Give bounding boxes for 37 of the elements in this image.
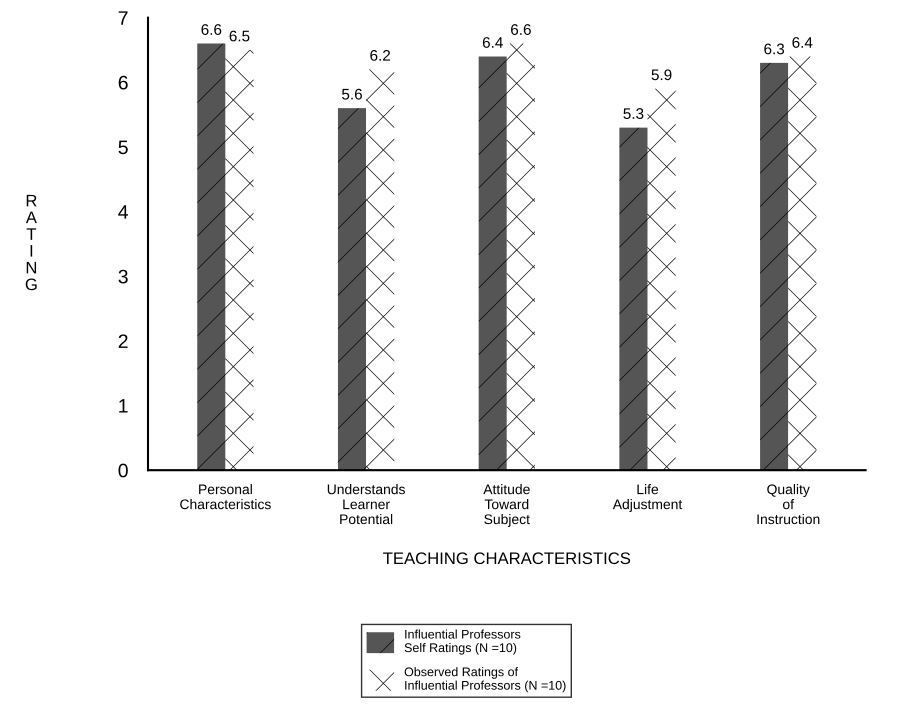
data-label: 6.6: [201, 24, 222, 35]
y-tick-label: 3: [118, 270, 128, 284]
bar: [506, 44, 535, 470]
y-tick-label: 4: [118, 205, 128, 219]
bar: [366, 69, 394, 470]
y-axis-title: RATING: [26, 194, 37, 290]
data-label: 6.6: [511, 24, 531, 35]
data-label: 6.2: [370, 50, 390, 61]
data-label: 5.6: [342, 88, 362, 100]
legend-label: Influential Professors Self Ratings (N =10): [404, 629, 520, 655]
y-tick-label: 0: [118, 464, 128, 478]
bar: [225, 50, 254, 470]
x-tick-label: Life Adjustment: [612, 484, 682, 512]
bar: [788, 56, 816, 470]
bar: [338, 108, 366, 470]
data-label: 5.9: [652, 69, 672, 80]
data-label: 6.4: [792, 37, 812, 48]
y-tick-label: 5: [118, 140, 128, 154]
x-tick-label: Personal Characteristics: [180, 484, 271, 510]
data-label: 5.3: [623, 108, 644, 119]
data-label: 6.5: [230, 30, 250, 42]
data-label: 6.4: [482, 37, 503, 48]
x-tick-label: Quality of Instruction: [757, 484, 820, 524]
data-label: 6.3: [764, 44, 784, 54]
bar: [619, 128, 648, 470]
x-tick-label: Understands Learner Potential: [328, 484, 405, 524]
x-axis-title: TEACHING CHARACTERISTICS: [383, 552, 630, 564]
y-tick-label: 1: [119, 399, 128, 413]
bar: [648, 88, 676, 470]
legend-label: Observed Ratings of Influential Professors (N =10): [404, 667, 566, 692]
bar: [760, 62, 788, 470]
y-tick-label: 2: [118, 334, 128, 348]
y-tick-label: 7: [118, 11, 128, 25]
y-tick-label: 6: [118, 76, 128, 90]
bar: [478, 56, 507, 470]
bar: [197, 44, 226, 470]
x-tick-label: Attitude Toward Subject: [483, 484, 530, 527]
